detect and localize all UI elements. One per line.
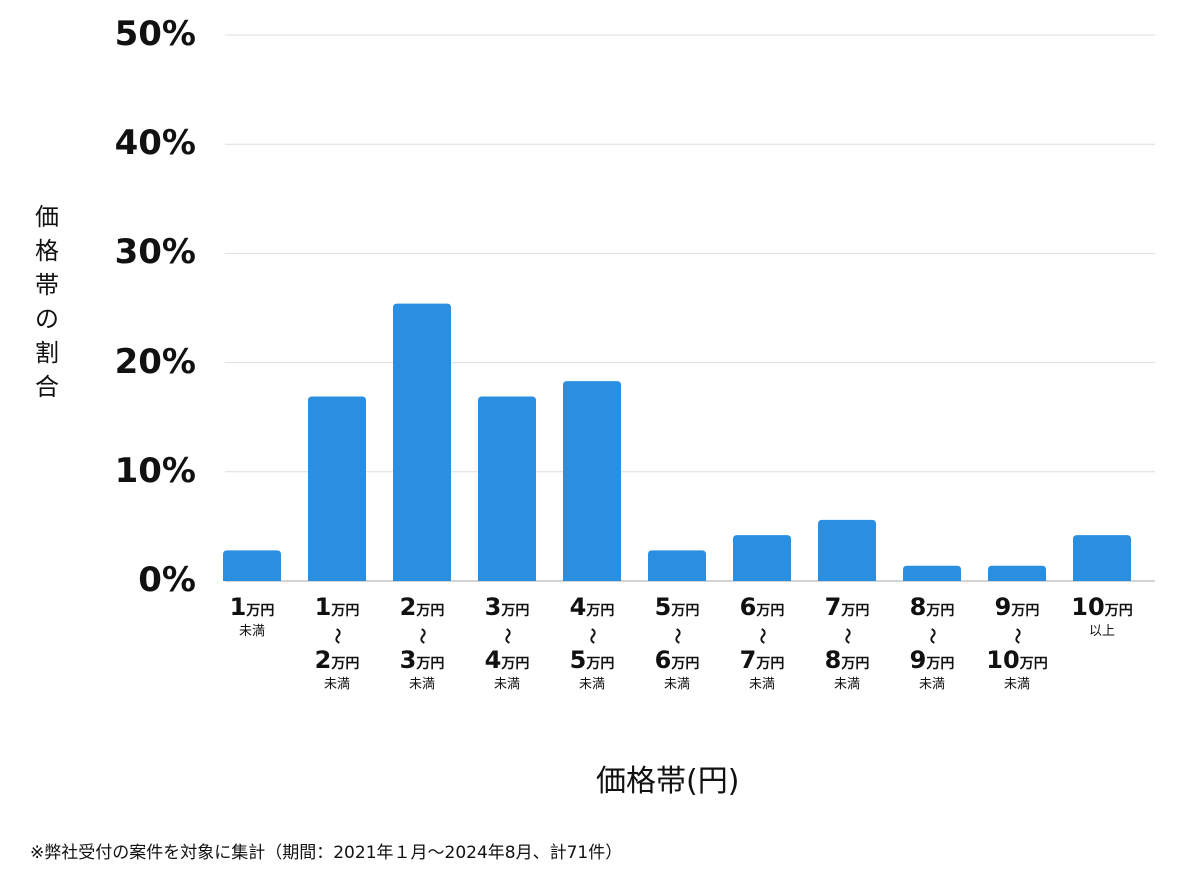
unit: 万円	[501, 656, 530, 672]
range-to: 6	[654, 646, 672, 674]
range-suffix: 未満	[578, 677, 605, 692]
range-mark: 〜	[923, 627, 942, 644]
range-suffix: 未満	[663, 677, 690, 692]
bar	[563, 381, 621, 581]
range-from: 1	[314, 593, 332, 621]
unit: 万円	[926, 603, 955, 619]
range-mark: 〜	[668, 627, 687, 644]
unit: 万円	[841, 656, 870, 672]
bar	[903, 565, 961, 581]
y-tick-label: 50%	[114, 14, 196, 54]
x-tick-label: 1万円未満	[210, 594, 294, 639]
range-from: 8	[909, 593, 927, 621]
unit: 万円	[586, 603, 615, 619]
range-to: 2	[314, 646, 332, 674]
unit: 万円	[246, 603, 275, 619]
range-to: 5	[569, 646, 587, 674]
x-tick-label: 3万円〜 4万円 未満	[465, 594, 549, 692]
range-mark: 〜	[328, 627, 347, 644]
unit: 万円	[756, 656, 785, 672]
y-tick-label: 40%	[114, 123, 196, 164]
unit: 万円	[416, 656, 445, 672]
x-tick-label: 8万円〜 9万円 未満	[890, 594, 974, 692]
bar	[1073, 535, 1131, 581]
unit: 万円	[671, 603, 700, 619]
unit: 万円	[586, 656, 615, 672]
range-suffix: 未満	[493, 677, 520, 692]
unit: 万円	[1011, 603, 1040, 619]
range-suffix: 未満	[833, 677, 860, 692]
unit: 万円	[1019, 656, 1048, 672]
range-from: 1	[229, 593, 247, 621]
range-to: 10	[986, 646, 1020, 674]
range-to: 9	[909, 646, 927, 674]
range-suffix: 未満	[238, 624, 265, 639]
range-mark: 〜	[753, 627, 772, 644]
x-axis-label: 価格帯(円)	[596, 764, 740, 799]
range-suffix: 未満	[408, 677, 435, 692]
range-from: 5	[654, 593, 672, 621]
range-suffix: 未満	[918, 677, 945, 692]
range-suffix: 以上	[1088, 624, 1115, 639]
unit: 万円	[416, 603, 445, 619]
unit: 万円	[331, 656, 360, 672]
range-from: 7	[824, 593, 842, 621]
bar	[223, 550, 281, 581]
range-mark: 〜	[1008, 627, 1027, 644]
y-tick-label: 20%	[114, 341, 196, 382]
y-tick-label: 30%	[114, 232, 196, 273]
y-tick-label: 10%	[114, 450, 196, 491]
bar	[733, 535, 791, 581]
bar	[988, 565, 1046, 581]
bar	[308, 396, 366, 581]
range-suffix: 未満	[323, 677, 350, 692]
x-tick-label: 6万円〜 7万円 未満	[720, 594, 804, 692]
unit: 万円	[1104, 603, 1133, 619]
range-to: 3	[399, 646, 417, 674]
range-from: 10	[1071, 593, 1105, 621]
bar	[818, 519, 876, 581]
range-to: 8	[824, 646, 842, 674]
unit: 万円	[756, 603, 785, 619]
x-tick-label: 2万円〜 3万円 未満	[380, 594, 464, 692]
range-to: 7	[739, 646, 757, 674]
range-from: 3	[484, 593, 502, 621]
x-tick-label: 4万円〜 5万円 未満	[550, 594, 634, 692]
y-tick-label: 0%	[138, 560, 196, 600]
range-mark: 〜	[583, 627, 602, 644]
range-suffix: 未満	[1003, 677, 1030, 692]
unit: 万円	[501, 603, 530, 619]
bar	[478, 396, 536, 581]
x-tick-label: 7万円〜 8万円 未満	[805, 594, 889, 692]
range-mark: 〜	[413, 627, 432, 644]
footnote: ※弊社受付の案件を対象に集計（期間：2021年１月〜2024年8月、計71件）	[30, 843, 623, 863]
x-tick-label: 5万円〜 6万円 未満	[635, 594, 719, 692]
range-mark: 〜	[838, 627, 857, 644]
x-tick-label: 9万円〜 10万円 未満	[975, 594, 1059, 692]
range-suffix: 未満	[748, 677, 775, 692]
bar	[648, 550, 706, 581]
unit: 万円	[841, 603, 870, 619]
unit: 万円	[671, 656, 700, 672]
range-to: 4	[484, 646, 502, 674]
bar	[393, 303, 451, 581]
unit: 万円	[331, 603, 360, 619]
range-from: 2	[399, 593, 417, 621]
range-from: 4	[569, 593, 587, 621]
y-axis-label: 価格帯の割合	[35, 203, 59, 401]
x-tick-label: 10万円以上	[1060, 594, 1144, 639]
unit: 万円	[926, 656, 955, 672]
range-from: 9	[994, 593, 1012, 621]
x-tick-label: 1万円〜 2万円 未満	[295, 594, 379, 692]
range-from: 6	[739, 593, 757, 621]
range-mark: 〜	[498, 627, 517, 644]
